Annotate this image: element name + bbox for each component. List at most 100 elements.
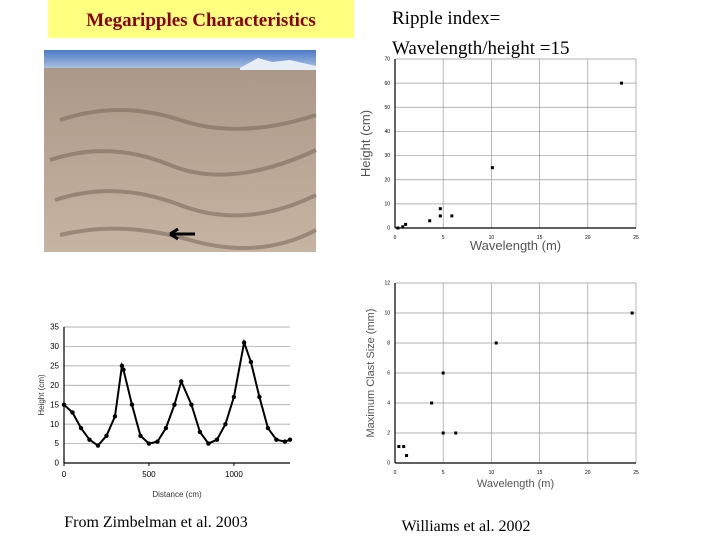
point [163,425,169,431]
point [402,445,406,448]
x-tick-label: 1000 [225,470,243,479]
y-tick-label: 40 [384,129,390,135]
x-tick-label: 0 [394,235,397,241]
point [223,421,228,427]
x-axis-label: Distance (cm) [152,490,202,499]
photo [44,50,317,252]
point [129,402,135,407]
title: Megaripples Characteristics [86,10,316,31]
y-tick-label: 60 [384,81,390,87]
y-tick-label: 35 [50,323,59,332]
y-tick-label: 30 [50,342,59,351]
point [87,437,92,442]
point [78,425,84,431]
y-tick-label: 12 [384,281,390,287]
y-tick-label: 2 [387,431,390,437]
point [287,437,293,442]
x-tick-label: 25 [633,235,639,241]
point [274,437,279,442]
point [104,433,109,438]
point [257,394,262,400]
point [172,402,177,407]
y-tick-label: 20 [384,177,390,183]
point [189,402,194,407]
x-tick-label: 25 [633,470,639,476]
point [438,207,442,211]
y-axis-label: Maximum Clast Size (mm) [365,309,377,438]
point [179,379,184,384]
point [404,222,408,226]
profile-line [63,338,291,447]
point [401,225,405,229]
point [438,214,442,218]
point [155,439,160,444]
point [206,441,211,446]
title-box [48,0,354,38]
x-tick-label: 10 [489,235,495,241]
caption: From Zimbelman et al. 2003 [64,514,248,531]
x-tick-label: 5 [442,470,445,476]
x-tick-label: 10 [489,470,495,476]
x-tick-label: 5 [442,235,445,241]
x-axis-label: Wavelength (m) [477,478,554,490]
x-axis-label: Wavelength (m) [470,238,561,253]
y-tick-label: 0 [387,226,390,232]
x-tick-label: 0 [62,470,67,479]
y-tick-label: 50 [384,105,390,111]
point [119,363,125,369]
y-tick-label: 30 [384,153,390,159]
caption: Williams et al. 2002 [401,518,530,535]
ripple-index: Ripple index= [392,8,500,29]
point [70,410,75,415]
x-tick-label: 20 [585,235,591,241]
y-tick-label: 4 [387,401,390,407]
y-tick-label: 10 [384,202,390,208]
y-tick-label: 6 [387,371,390,377]
y-tick-label: 0 [387,461,390,467]
point [441,431,445,435]
y-tick-label: 8 [387,341,390,347]
x-tick-label: 500 [142,470,156,479]
point [197,429,203,435]
point [396,226,400,230]
point [450,214,454,218]
point [138,433,143,438]
y-tick-label: 10 [50,420,59,429]
point [441,371,445,375]
y-tick-label: 10 [384,311,390,317]
ripple-index: Wavelength/height =15 [392,38,570,59]
point [494,341,498,345]
point [248,359,254,365]
point [265,425,271,431]
x-tick-label: 20 [585,470,591,476]
x-tick-label: 0 [394,470,397,476]
point [428,219,432,223]
y-tick-label: 25 [50,362,59,371]
point [630,311,634,315]
point [231,394,237,400]
x-tick-label: 15 [537,235,543,241]
point [430,401,434,405]
point [282,439,288,444]
point [454,431,458,435]
point [112,414,118,419]
y-tick-label: 70 [384,57,390,63]
y-axis-label: Height (cm) [37,374,46,416]
point [61,402,67,407]
point [214,437,220,442]
y-tick-label: 0 [55,459,60,468]
point [397,445,401,448]
point [95,443,101,448]
point [490,166,494,170]
x-tick-label: 15 [537,470,543,476]
y-axis-label: Height (cm) [358,110,373,177]
point [620,81,624,85]
point [146,441,152,446]
point [121,367,126,372]
point [241,340,247,345]
y-tick-label: 20 [50,381,59,390]
point [405,454,409,457]
y-tick-label: 15 [50,400,59,409]
y-tick-label: 5 [55,439,60,448]
